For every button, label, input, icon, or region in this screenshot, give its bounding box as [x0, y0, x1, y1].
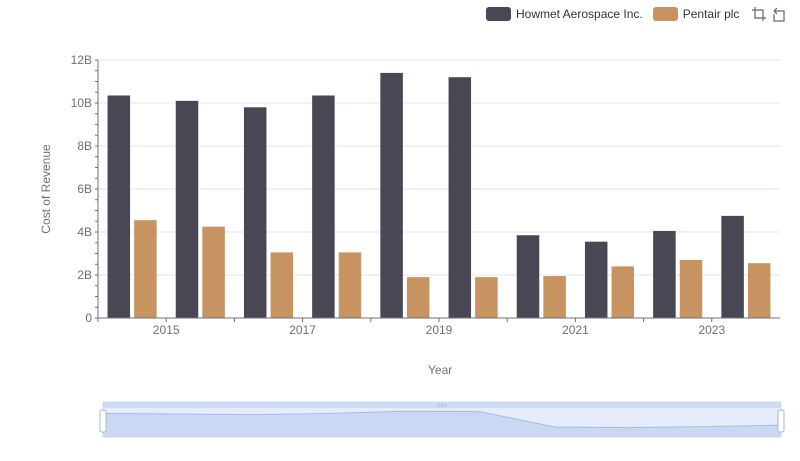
- y-tick-label: 0: [85, 311, 92, 325]
- bar-pentair-2019[interactable]: [475, 277, 498, 318]
- x-tick-label: 2023: [698, 323, 725, 337]
- y-tick-label: 12B: [71, 53, 92, 67]
- slider-selection[interactable]: [103, 402, 781, 437]
- y-tick-label: 10B: [71, 96, 92, 110]
- bar-howmet-2017[interactable]: [312, 95, 335, 318]
- legend: Howmet Aerospace Inc. Pentair plc: [486, 4, 789, 24]
- bars: [107, 72, 771, 319]
- bar-pentair-2018[interactable]: [406, 277, 430, 318]
- bar-pentair-2015[interactable]: [202, 226, 225, 318]
- legend-item-pentair[interactable]: Pentair plc: [652, 7, 740, 21]
- bar-pentair-2021[interactable]: [611, 266, 635, 318]
- bar-pentair-2017[interactable]: [338, 252, 362, 318]
- legend-label-pentair: Pentair plc: [682, 7, 740, 21]
- bar-howmet-2019[interactable]: [448, 77, 472, 318]
- data-zoom-slider[interactable]: [99, 401, 785, 438]
- y-axis-ticks: 0 2B 4B 6B 8B 10B 12B: [71, 53, 99, 325]
- bar-howmet-2021[interactable]: [584, 241, 608, 318]
- x-tick-label: 2021: [562, 323, 589, 337]
- bar-pentair-2020[interactable]: [543, 276, 566, 318]
- slider-preview-line: [102, 410, 782, 429]
- x-axis-title: Year: [428, 363, 453, 377]
- y-tick-label: 6B: [77, 182, 92, 196]
- slider-handle-left[interactable]: [99, 409, 107, 433]
- x-tick-label: 2019: [426, 323, 453, 337]
- bar-howmet-2022[interactable]: [653, 230, 676, 318]
- y-tick-label: 4B: [77, 225, 92, 239]
- bar-pentair-2022[interactable]: [679, 259, 703, 318]
- bar-pentair-2014[interactable]: [134, 220, 157, 318]
- bar-howmet-2015[interactable]: [175, 100, 199, 318]
- bar-howmet-2020[interactable]: [516, 235, 540, 318]
- slider-handle-right[interactable]: [777, 409, 785, 433]
- bar-howmet-2023[interactable]: [721, 215, 744, 318]
- y-axis-title: Cost of Revenue: [39, 144, 53, 234]
- slider-preview-area: [103, 411, 781, 437]
- x-axis: 2015 2017 2019 2021 2023: [97, 317, 780, 337]
- legend-item-howmet[interactable]: Howmet Aerospace Inc.: [486, 7, 643, 21]
- legend-swatch-howmet: [486, 7, 511, 21]
- x-tick-label: 2015: [153, 323, 180, 337]
- zoom-icon[interactable]: [749, 4, 769, 24]
- y-tick-label: 8B: [77, 139, 92, 153]
- zoom-reset-icon[interactable]: [769, 4, 789, 24]
- grid-lines: [98, 59, 780, 319]
- bar-howmet-2016[interactable]: [243, 107, 267, 318]
- bar-howmet-2014[interactable]: [107, 95, 131, 318]
- legend-swatch-pentair: [652, 7, 678, 21]
- legend-label-howmet: Howmet Aerospace Inc.: [516, 7, 643, 21]
- x-tick-label: 2017: [289, 323, 316, 337]
- bar-howmet-2018[interactable]: [380, 72, 403, 319]
- bar-pentair-2023[interactable]: [747, 263, 771, 318]
- bar-pentair-2016[interactable]: [270, 252, 294, 318]
- y-tick-label: 2B: [77, 268, 92, 282]
